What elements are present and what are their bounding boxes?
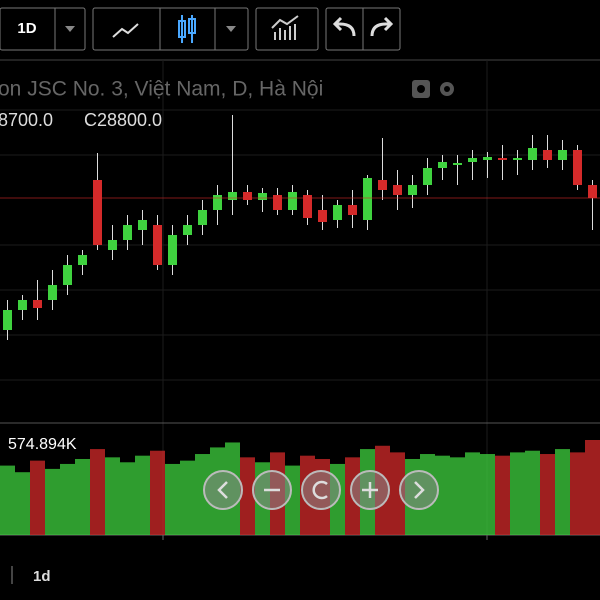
volume-bar bbox=[15, 472, 30, 535]
candle-body bbox=[348, 205, 357, 215]
candle-body bbox=[303, 195, 312, 218]
candle-body bbox=[543, 150, 552, 160]
volume-bar bbox=[135, 455, 150, 535]
candle-body bbox=[258, 193, 267, 200]
candle-icon[interactable] bbox=[178, 15, 196, 43]
scroll-left-button[interactable] bbox=[203, 470, 243, 510]
zoom-icons bbox=[217, 480, 425, 500]
indicators-button[interactable] bbox=[255, 7, 319, 51]
zoom-controls bbox=[203, 470, 439, 510]
candle-body bbox=[408, 185, 417, 195]
line-chart-icon[interactable] bbox=[112, 23, 139, 38]
dropdown-icon[interactable] bbox=[226, 26, 236, 32]
volume-bar bbox=[465, 452, 480, 535]
volume-bar bbox=[390, 452, 405, 535]
volume-bar bbox=[0, 465, 15, 535]
footer-interval[interactable]: 1d bbox=[33, 568, 51, 585]
candle-body bbox=[333, 205, 342, 220]
candle-body bbox=[78, 255, 87, 265]
candle-body bbox=[48, 285, 57, 300]
volume-bar bbox=[510, 452, 525, 535]
candle-body bbox=[573, 150, 582, 185]
volume-bar bbox=[240, 457, 255, 535]
redo-icon[interactable] bbox=[370, 16, 394, 37]
candle-body bbox=[453, 163, 462, 165]
open-value: 8700.0 bbox=[0, 110, 53, 130]
candle-body bbox=[108, 240, 117, 250]
volume-bar bbox=[120, 462, 135, 535]
volume-bar bbox=[45, 468, 60, 535]
candle-body bbox=[363, 178, 372, 220]
indicators-icon[interactable] bbox=[271, 15, 299, 40]
volume-bar bbox=[435, 455, 450, 535]
volume-bar bbox=[180, 460, 195, 535]
candle-body bbox=[93, 180, 102, 245]
close-value: C28800.0 bbox=[84, 110, 162, 130]
undo-icon[interactable] bbox=[332, 16, 356, 37]
candle-body bbox=[288, 192, 297, 210]
scroll-right-button[interactable] bbox=[399, 470, 439, 510]
candle-body bbox=[558, 150, 567, 160]
volume-bar bbox=[105, 457, 120, 535]
candle-body bbox=[468, 158, 477, 162]
volume-bar bbox=[75, 458, 90, 535]
candle-body bbox=[528, 148, 537, 160]
volume-bar bbox=[585, 440, 600, 535]
volume-bar bbox=[60, 463, 75, 535]
candle-body bbox=[243, 192, 252, 200]
volume-bar bbox=[495, 455, 510, 535]
volume-bar bbox=[450, 457, 465, 535]
volume-bar bbox=[30, 460, 45, 535]
candle-body bbox=[273, 195, 282, 210]
candle-body bbox=[588, 185, 597, 198]
settings-icons[interactable] bbox=[412, 80, 454, 98]
candle-body bbox=[63, 265, 72, 285]
volume-bar bbox=[570, 452, 585, 535]
interval-button[interactable] bbox=[0, 7, 86, 51]
candle-body bbox=[423, 168, 432, 185]
candle-body bbox=[183, 225, 192, 235]
candle-body bbox=[378, 180, 387, 190]
marks bbox=[0, 115, 600, 535]
candle-body bbox=[213, 195, 222, 210]
candle-body bbox=[138, 220, 147, 230]
reset-button[interactable] bbox=[301, 470, 341, 510]
candle-body bbox=[498, 158, 507, 160]
candle-body bbox=[123, 225, 132, 240]
dropdown-icon[interactable] bbox=[65, 26, 75, 32]
candle-body bbox=[168, 235, 177, 265]
candle-body bbox=[198, 210, 207, 225]
candle-body bbox=[393, 185, 402, 195]
candle-body bbox=[33, 300, 42, 308]
volume-bar bbox=[540, 454, 555, 535]
toolbar bbox=[0, 7, 401, 51]
candle-body bbox=[438, 162, 447, 168]
candle-body bbox=[153, 225, 162, 265]
interval-label[interactable]: 1D bbox=[17, 20, 36, 37]
chart-type-group[interactable] bbox=[92, 7, 249, 51]
candle-body bbox=[18, 300, 27, 310]
volume-bar bbox=[150, 450, 165, 535]
volume-bar bbox=[480, 454, 495, 535]
candle-body bbox=[513, 158, 522, 160]
candle-body bbox=[318, 210, 327, 222]
candle-body bbox=[3, 310, 12, 330]
volume-bar bbox=[525, 450, 540, 535]
volume-bar bbox=[555, 449, 570, 535]
volume-label: 574.894K bbox=[8, 436, 77, 453]
volume-bar bbox=[165, 463, 180, 535]
symbol-title: on JSC No. 3, Việt Nam, D, Hà Nội bbox=[0, 78, 323, 101]
candle-body bbox=[228, 192, 237, 200]
volume-bar bbox=[195, 454, 210, 535]
candle-body bbox=[483, 157, 492, 160]
volume-bar bbox=[90, 449, 105, 535]
